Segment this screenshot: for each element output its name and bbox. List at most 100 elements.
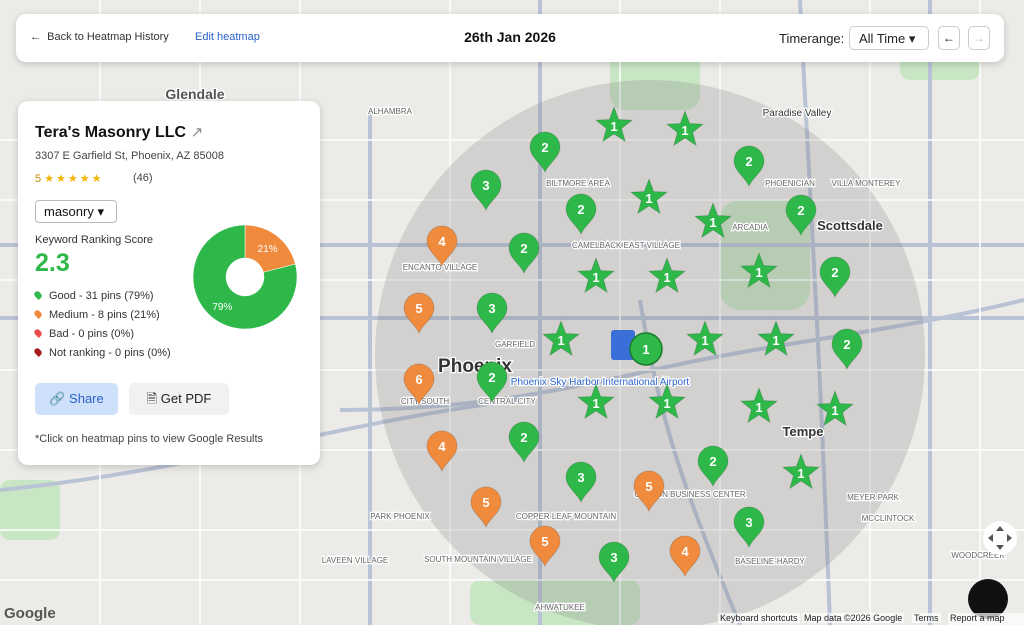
- pin-rank: 2: [488, 370, 495, 385]
- pin-shape: [598, 541, 630, 584]
- pin-rank: 1: [755, 400, 762, 415]
- header-bar: ← Back to Heatmap History Edit heatmap 2…: [16, 14, 1004, 62]
- heatmap-pin[interactable]: 2: [508, 421, 540, 464]
- business-marker[interactable]: 1: [611, 330, 663, 366]
- heatmap-pin[interactable]: 2: [831, 328, 863, 371]
- pin-rank: 2: [745, 154, 752, 169]
- heatmap-pin[interactable]: 6: [403, 363, 435, 406]
- map-label: LAVEEN VILLAGE: [322, 556, 389, 565]
- pan-icon: [988, 526, 1012, 550]
- pin-rank: 1: [663, 396, 670, 411]
- pin-shape: [476, 292, 508, 335]
- pdf-button[interactable]: 🗎 Get PDF: [129, 383, 229, 415]
- pin-shape: [426, 430, 458, 473]
- back-link[interactable]: ← Back to Heatmap History: [30, 31, 169, 43]
- legend-item: Bad - 0 pins (0%): [33, 328, 134, 340]
- heatmap-pin[interactable]: 2: [819, 256, 851, 299]
- chat-button[interactable]: [968, 579, 1008, 619]
- pin-shape: [470, 169, 502, 212]
- heatmap-pin[interactable]: 1: [781, 452, 821, 490]
- heatmap-pin[interactable]: 1: [594, 105, 634, 143]
- heatmap-pin[interactable]: 2: [565, 193, 597, 236]
- pin-shape: [669, 535, 701, 578]
- heatmap-pin[interactable]: 2: [785, 194, 817, 237]
- legend-text: Bad - 0 pins (0%): [49, 328, 134, 340]
- rating-stars: ★★★★★: [44, 173, 104, 185]
- address: 3307 E Garfield St, Phoenix, AZ 85008: [35, 150, 224, 162]
- business-name-text: Tera's Masonry LLC: [35, 124, 187, 141]
- pin-rank: 3: [610, 550, 617, 565]
- heatmap-pin[interactable]: 5: [529, 525, 561, 568]
- heatmap-pin[interactable]: 1: [629, 177, 669, 215]
- report-error[interactable]: Report a map error: [948, 613, 1024, 625]
- center-pin[interactable]: [629, 332, 663, 366]
- business-icon: [611, 330, 635, 360]
- score-value: 2.3: [35, 249, 70, 277]
- heatmap-pins: 2 2 3 2 2 2 2 3 2 2 2 2 3 3 3 1 1 1 1 1 1 1 1 1 1 1 1 1 1 1 4 5 6 4 5 5 5 4: [403, 105, 863, 584]
- keyword-select[interactable]: masonry ▾: [35, 200, 117, 223]
- heatmap-pin[interactable]: 1: [756, 319, 796, 357]
- heatmap-pin[interactable]: 2: [529, 131, 561, 174]
- heatmap-pin[interactable]: 1: [647, 382, 687, 420]
- pin-shape: [781, 452, 821, 490]
- timerange-select[interactable]: All Time ▾: [849, 26, 929, 50]
- heatmap-pin[interactable]: 1: [815, 389, 855, 427]
- heatmap-pin[interactable]: 4: [426, 430, 458, 473]
- heatmap-pin[interactable]: 1: [647, 256, 687, 294]
- pin-shape: [403, 363, 435, 406]
- heatmap-pin[interactable]: 2: [733, 145, 765, 188]
- heatmap-pin[interactable]: 1: [576, 382, 616, 420]
- external-link[interactable]: ↗: [190, 124, 204, 141]
- heatmap-pin[interactable]: 3: [733, 506, 765, 549]
- pin-shape: [785, 194, 817, 237]
- pin-rank: 3: [577, 470, 584, 485]
- heatmap-pin[interactable]: 4: [426, 225, 458, 268]
- pin-shape: [756, 319, 796, 357]
- heatmap-pin[interactable]: 2: [508, 232, 540, 275]
- prev-button[interactable]: ←: [938, 26, 960, 50]
- heatmap-pin[interactable]: 3: [470, 169, 502, 212]
- pin-shape: [739, 251, 779, 289]
- heatmap-pin[interactable]: 5: [470, 486, 502, 529]
- share-button[interactable]: 🔗 Share: [35, 383, 118, 415]
- pin-shape: [633, 470, 665, 513]
- pin-rank: 2: [797, 203, 804, 218]
- heatmap-pin[interactable]: 5: [633, 470, 665, 513]
- heatmap-pin[interactable]: 3: [476, 292, 508, 335]
- heatmap-pin[interactable]: 2: [476, 361, 508, 404]
- heatmap-pin[interactable]: 1: [576, 256, 616, 294]
- keyboard-shortcuts[interactable]: Keyboard shortcuts: [718, 613, 800, 623]
- heatmap-pin[interactable]: 2: [697, 445, 729, 488]
- heatmap-pin[interactable]: 1: [541, 319, 581, 357]
- next-button[interactable]: →: [968, 26, 990, 50]
- pin-rank: 2: [843, 337, 850, 352]
- legend-swatch: [33, 309, 43, 319]
- heatmap-pin[interactable]: 1: [665, 109, 705, 147]
- edit-link[interactable]: Edit heatmap: [195, 31, 260, 43]
- pin-rank: 1: [701, 333, 708, 348]
- pin-shape: [647, 256, 687, 294]
- heatmap-pin[interactable]: 3: [565, 461, 597, 504]
- legend-text: Medium - 8 pins (21%): [49, 309, 160, 321]
- pan-control[interactable]: [983, 521, 1017, 555]
- pin-rank: 2: [520, 430, 527, 445]
- pin-rank: 1: [797, 466, 804, 481]
- heatmap-pin[interactable]: 5: [403, 292, 435, 335]
- heatmap-pin[interactable]: 1: [693, 201, 733, 239]
- pin-rank: 5: [482, 495, 489, 510]
- heatmap-pin[interactable]: 1: [739, 251, 779, 289]
- pin-rank: 3: [482, 178, 489, 193]
- legend-item: Good - 31 pins (79%): [33, 290, 154, 302]
- map-label: Phoenix Sky Harbor International Airport: [511, 377, 690, 388]
- heatmap-pin[interactable]: 1: [685, 319, 725, 357]
- business-name: Tera's Masonry LLC ↗: [35, 123, 203, 142]
- heatmap-pin[interactable]: 3: [598, 541, 630, 584]
- terms[interactable]: Terms: [912, 613, 941, 623]
- map-label: MEYER PARK: [847, 493, 900, 502]
- map-label: SOUTH MOUNTAIN VILLAGE: [424, 555, 532, 564]
- pin-shape: [693, 201, 733, 239]
- heatmap-pin[interactable]: 4: [669, 535, 701, 578]
- heatmap-pin[interactable]: 1: [739, 386, 779, 424]
- pin-shape: [733, 145, 765, 188]
- donut-segment: [192, 224, 298, 330]
